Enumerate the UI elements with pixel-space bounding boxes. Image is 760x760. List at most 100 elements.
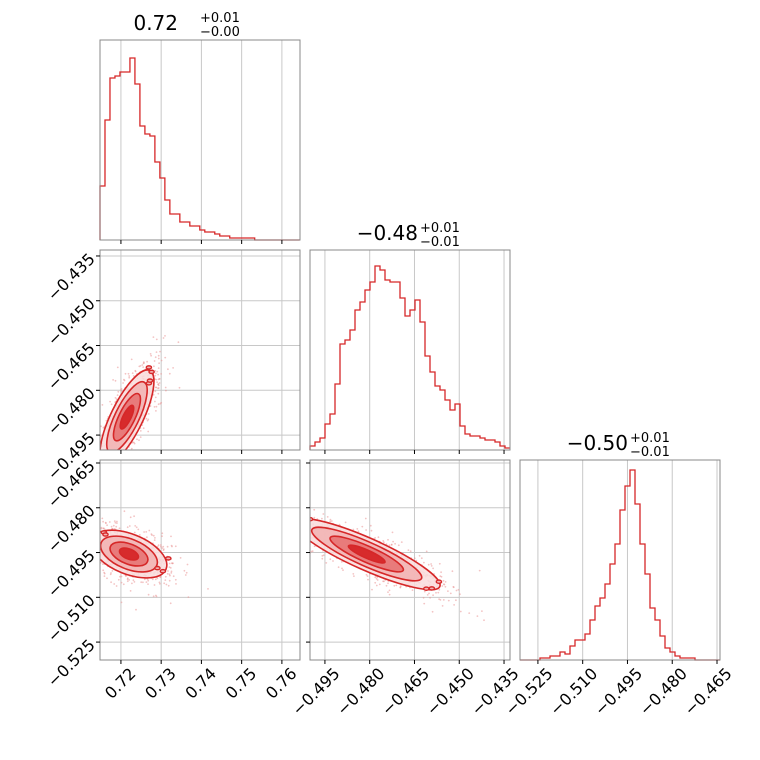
sample-point [160,545,162,548]
sample-point [117,578,120,581]
sample-point [383,580,385,583]
sample-point [106,524,108,527]
contour-island [164,556,172,561]
sample-point [132,579,135,582]
sample-point [165,389,167,392]
sample-point [468,612,471,614]
sample-point [481,610,483,612]
histogram-step-line [99,57,300,241]
sample-point [128,376,131,379]
sample-point [119,575,121,578]
sample-point [127,372,130,375]
sample-point [177,341,180,344]
panel-frame [99,39,301,241]
title-param-0: 0.72 +0.01 −0.00 [133,11,239,40]
sample-point [114,379,117,382]
title-upper: +0.01 [420,221,460,236]
sample-point [132,375,135,377]
contour-island [159,568,167,574]
sample-point [344,521,347,524]
sample-point [172,367,175,369]
sample-point [385,584,388,587]
title-value: −0.48 [357,221,418,245]
sample-point [387,591,389,593]
sample-point [442,579,445,582]
sample-point [102,569,105,572]
sample-point [455,599,457,602]
title-value: 0.72 [133,11,178,35]
sample-point [374,581,377,584]
sample-point [130,447,133,450]
sample-point [159,576,162,578]
sample-point [131,582,133,585]
sample-point [120,575,123,578]
sample-point [178,386,181,389]
sample-point [441,585,444,587]
sample-point [163,582,166,585]
sample-point [207,588,209,590]
sample-point [332,560,334,562]
sample-point [370,529,373,532]
sample-point [120,390,123,393]
title-value: −0.50 [567,431,628,455]
sample-point [120,388,123,390]
sample-point [157,387,160,389]
sample-point [123,379,126,382]
sample-point [154,400,156,403]
contour-level-4 [119,404,135,430]
sample-point [397,544,400,547]
sample-point [157,403,160,406]
sample-point [106,577,108,580]
sample-point [313,545,316,548]
sample-point [162,337,165,339]
sample-point [459,593,461,596]
sample-point [455,589,458,592]
sample-point [148,529,151,532]
sample-point [400,541,403,543]
sample-point [438,588,441,591]
sample-point [171,562,174,565]
sample-point [147,593,150,596]
sample-point [154,537,156,539]
sample-point [138,534,141,536]
sample-point [154,374,157,377]
sample-point [377,536,380,539]
sample-point [151,534,153,536]
sample-point [310,550,313,553]
sample-point [157,384,160,387]
sample-point [142,366,145,368]
sample-point [161,532,164,535]
sample-point [149,353,152,355]
sample-point [152,534,155,537]
contour-island [154,565,161,571]
sample-point [435,591,437,594]
sample-point [423,590,426,593]
contour-island [435,579,443,585]
sample-point [142,427,145,430]
sample-point [439,599,442,601]
sample-point [164,356,167,359]
sample-point [140,581,143,584]
sample-point [353,575,355,577]
sample-point [156,381,159,384]
sample-point [157,354,160,357]
sample-point [113,528,116,530]
sample-point [478,569,481,572]
sample-point [321,557,324,560]
sample-point [170,572,173,574]
sample-point [141,364,144,366]
sample-point [128,525,131,527]
sample-point [369,524,372,527]
sample-point [160,401,163,404]
sample-point [326,516,329,518]
sample-point [391,531,394,534]
sample-point [390,543,393,546]
sample-point [110,525,113,528]
sample-point [367,578,369,581]
sample-point [429,596,431,599]
sample-point [329,520,332,523]
sample-point [116,522,118,524]
sample-point [352,573,355,575]
sample-point [459,610,462,613]
